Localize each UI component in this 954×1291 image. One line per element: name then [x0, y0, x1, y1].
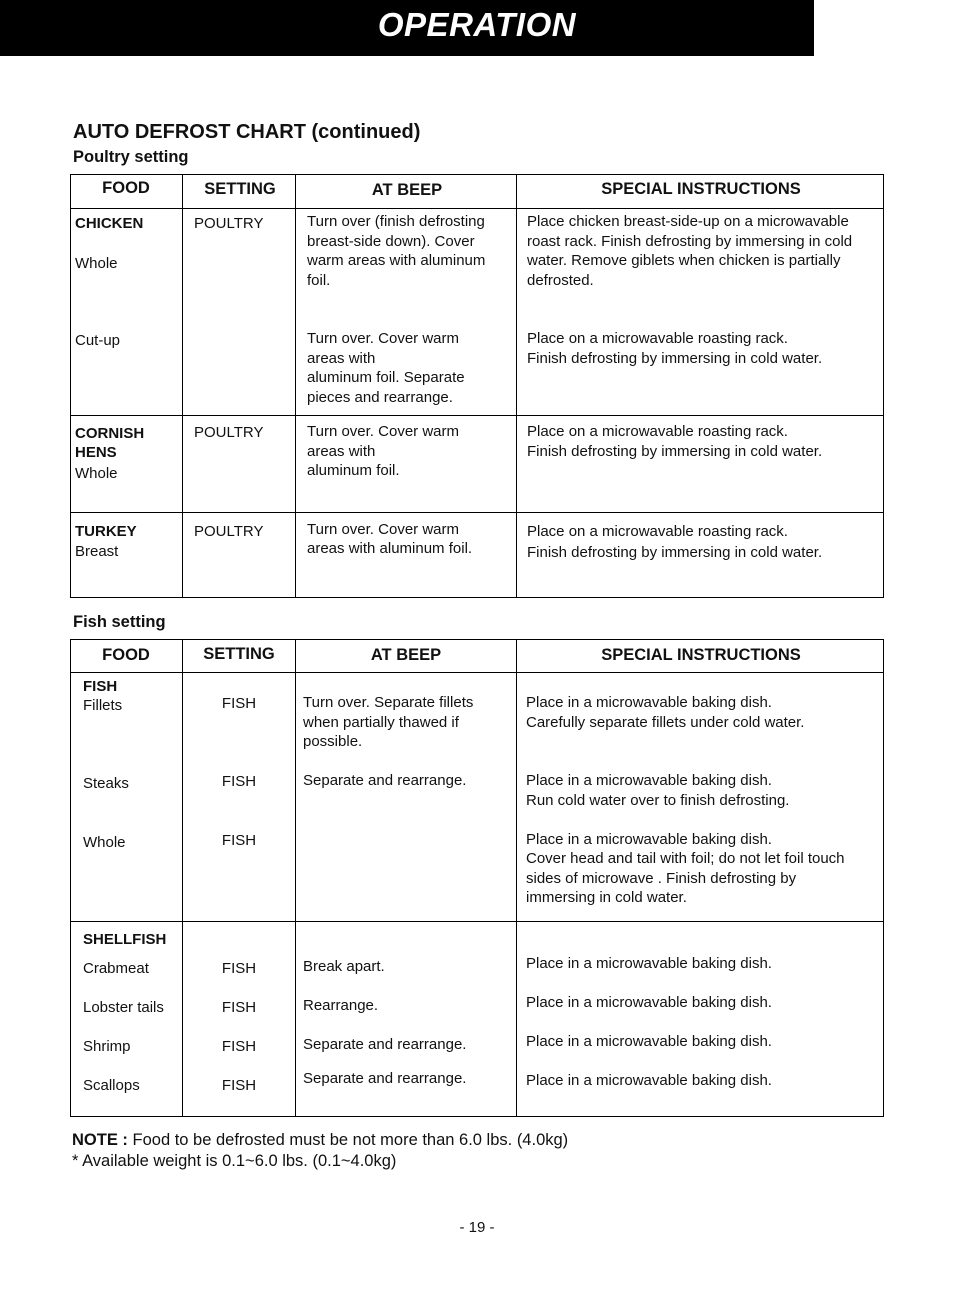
- special-instructions-text: Place in a microwavable baking dish.: [526, 1072, 772, 1089]
- page-number: - 19 -: [459, 1219, 495, 1236]
- weight-note: * Available weight is 0.1~6.0 lbs. (0.1~…: [72, 1152, 397, 1170]
- setting-value: FISH: [221, 695, 257, 712]
- food-group-name: SHELLFISH: [83, 931, 167, 948]
- food-group-name: CORNISH HENS: [75, 425, 145, 461]
- food-group-name: TURKEY: [75, 523, 137, 540]
- special-instructions-text: Place on a microwavable roasting rack. F…: [527, 423, 823, 460]
- food-item: Shrimp: [83, 1038, 131, 1055]
- at-beep-text: Separate and rearrange.: [303, 772, 467, 789]
- note: NOTE : Food to be defrosted must be not …: [72, 1131, 568, 1150]
- food-item: Fillets: [83, 697, 123, 714]
- special-instructions-text: Place in a microwavable baking dish.: [526, 994, 772, 1011]
- column-header-special-instructions: SPECIAL INSTRUCTIONS: [601, 646, 801, 664]
- special-instructions-text: Place in a microwavable baking dish. Run…: [526, 772, 790, 809]
- note-text: Food to be defrosted must be not more th…: [127, 1131, 569, 1149]
- food-item: Whole: [75, 255, 118, 272]
- at-beep-text: Turn over (finish defrosting breast-side…: [307, 213, 486, 289]
- at-beep-text: Separate and rearrange.: [303, 1036, 467, 1053]
- special-instructions-text: Place in a microwavable baking dish.: [526, 955, 772, 972]
- food-item: Scallops: [83, 1077, 140, 1094]
- at-beep-text: Separate and rearrange.: [303, 1070, 467, 1087]
- at-beep-text: Break apart.: [303, 958, 385, 975]
- column-header-at-beep: AT BEEP: [370, 646, 442, 664]
- setting-value: FISH: [221, 1038, 257, 1055]
- column-header-at-beep: AT BEEP: [371, 181, 443, 199]
- food-item: Crabmeat: [83, 960, 149, 977]
- at-beep-text: Turn over. Separate fillets when partial…: [303, 694, 474, 751]
- column-header-setting: SETTING: [204, 180, 276, 198]
- food-item: Steaks: [83, 775, 129, 792]
- food-item: Whole: [83, 834, 126, 851]
- special-instructions-text: Place in a microwavable baking dish.: [526, 1033, 772, 1050]
- setting-value: POULTRY: [194, 523, 264, 540]
- setting-value: FISH: [221, 1077, 257, 1094]
- column-header-food: FOOD: [102, 646, 150, 664]
- page-title: OPERATION: [377, 6, 577, 43]
- setting-value: POULTRY: [194, 215, 264, 232]
- special-instructions-text: Place in a microwavable baking dish. Car…: [526, 694, 805, 731]
- section-title: AUTO DEFROST CHART (continued): [73, 121, 421, 143]
- food-item: Whole: [75, 465, 118, 482]
- fish-subtitle: Fish setting: [73, 613, 166, 631]
- poultry-subtitle: Poultry setting: [73, 148, 189, 166]
- setting-value: FISH: [221, 773, 257, 790]
- page-header-bar: OPERATION: [0, 0, 814, 56]
- special-instructions-text: Place on a microwavable roasting rack. F…: [527, 523, 823, 561]
- food-group-name: CHICKEN: [75, 215, 144, 232]
- food-item: Lobster tails: [83, 999, 164, 1016]
- special-instructions-text: Place in a microwavable baking dish. Cov…: [526, 831, 845, 906]
- column-header-special-instructions: SPECIAL INSTRUCTIONS: [601, 180, 801, 198]
- special-instructions-text: Place on a microwavable roasting rack. F…: [527, 330, 823, 367]
- food-item: Cut-up: [75, 332, 121, 349]
- note-label: NOTE :: [72, 1131, 128, 1149]
- special-instructions-text: Place chicken breast-side-up on a microw…: [527, 213, 853, 289]
- column-header-setting: SETTING: [203, 645, 275, 663]
- at-beep-text: Turn over. Cover warm areas with aluminu…: [307, 330, 465, 406]
- food-item: Breast: [75, 543, 119, 560]
- at-beep-text: Turn over. Cover warm areas with aluminu…: [307, 521, 473, 557]
- setting-value: FISH: [221, 832, 257, 849]
- setting-value: FISH: [221, 960, 257, 977]
- at-beep-text: Rearrange.: [303, 997, 379, 1014]
- at-beep-text: Turn over. Cover warm areas with aluminu…: [307, 423, 459, 480]
- setting-value: FISH: [221, 999, 257, 1016]
- setting-value: POULTRY: [194, 424, 264, 441]
- food-group-name: FISH: [83, 678, 118, 695]
- column-header-food: FOOD: [102, 179, 150, 197]
